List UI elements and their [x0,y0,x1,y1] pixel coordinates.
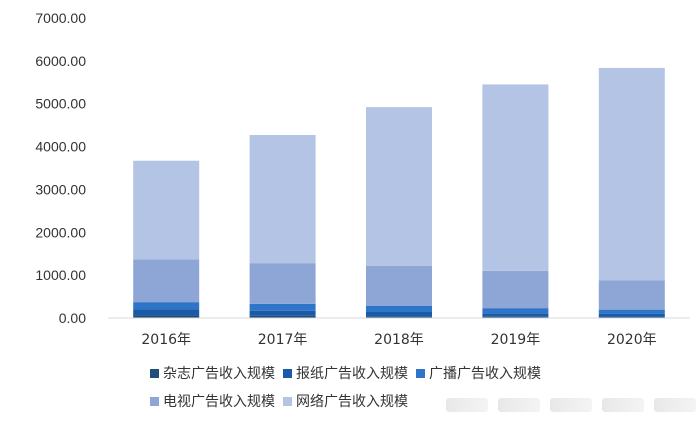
legend-item: 网络广告收入规模 [283,390,408,412]
y-tick-label: 1000.00 [35,267,86,283]
y-tick-label: 3000.00 [35,181,86,197]
y-tick-label: 2000.00 [35,224,86,240]
legend-swatch [283,396,292,406]
bar-segment [598,313,665,317]
legend-label: 电视广告收入规模 [163,394,275,410]
bar-segment [598,280,665,310]
legend-label: 网络广告收入规模 [296,394,408,410]
legend-swatch [150,368,159,378]
legend-swatch [283,368,292,378]
legend-label: 报纸广告收入规模 [296,366,408,382]
bar-segment [249,303,316,311]
x-axis: 2016年 2017年 2018年 2019年 2020年 [141,332,656,348]
x-category-label: 2018年 [374,332,424,348]
legend-item: 广播广告收入规模 [416,362,541,384]
legend-item: 报纸广告收入规模 [283,362,408,384]
legend-item: 电视广告收入规模 [150,390,275,412]
bar-segment [366,316,432,318]
bar-segment [482,270,549,309]
blurred-watermark-strip [446,398,696,412]
bar-segment [366,265,432,306]
bar-segment [249,263,316,304]
bar-segment [482,84,549,271]
x-category-label: 2019年 [491,332,541,348]
bar-segment [366,107,432,266]
legend-swatch [150,396,159,406]
bar-segment [598,316,665,318]
y-tick-label: 0.00 [59,310,86,326]
legend-swatch [416,368,425,378]
x-category-label: 2016年 [141,332,191,348]
bar-segment [366,306,432,312]
legend: 杂志广告收入规模 报纸广告收入规模 广播广告收入规模电视广告收入规模 网络广告收入规模 [150,362,590,412]
bar-segment [133,315,200,318]
bars [133,67,665,318]
y-tick-label: 5000.00 [35,96,86,112]
legend-label: 广播广告收入规模 [429,366,541,382]
bar-segment [133,259,200,303]
bar-segment [482,308,549,314]
bar-segment [249,135,316,264]
y-axis: 0.00 1000.00 2000.00 3000.00 4000.00 5000.00 6… [35,10,86,326]
bar-segment [249,310,316,316]
bar-segment [598,309,665,314]
bar-segment [133,160,200,260]
bar-segment [482,316,549,318]
bar-segment [249,315,316,318]
bar-segment [482,313,549,317]
x-category-label: 2017年 [258,332,308,348]
legend-label: 杂志广告收入规模 [163,366,275,382]
y-tick-label: 7000.00 [35,10,86,26]
y-tick-label: 6000.00 [35,53,86,69]
bar-segment [133,302,200,310]
bar-segment [598,67,665,281]
x-category-label: 2020年 [607,332,657,348]
legend-item: 杂志广告收入规模 [150,362,275,384]
bar-segment [133,309,200,316]
y-tick-label: 4000.00 [35,139,86,155]
bar-segment [366,312,432,317]
